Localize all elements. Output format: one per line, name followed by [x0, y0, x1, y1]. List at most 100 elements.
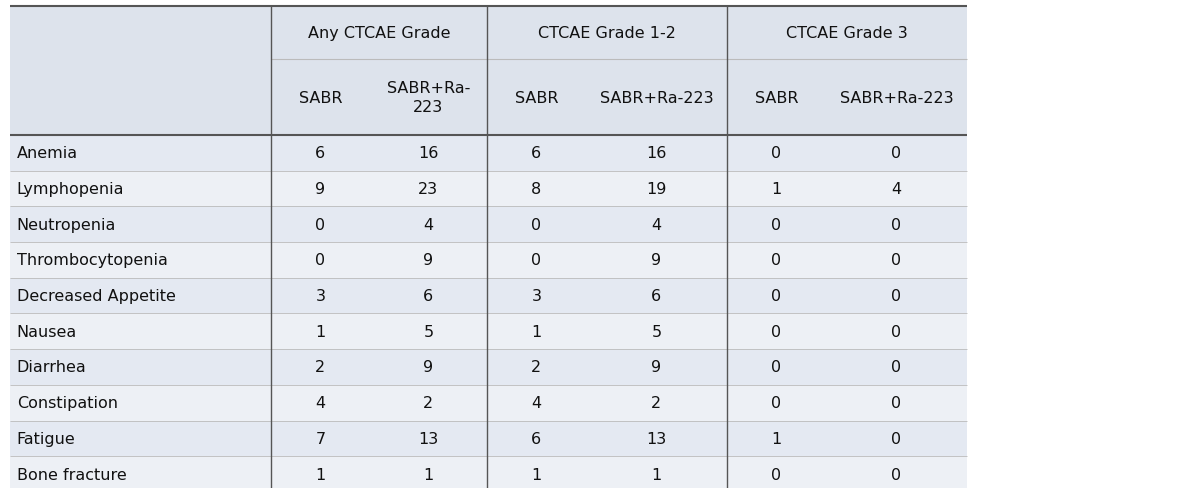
Text: Diarrhea: Diarrhea: [17, 360, 86, 375]
Bar: [487, 243, 586, 278]
Text: 6: 6: [532, 431, 541, 446]
Bar: [370, 207, 487, 243]
Text: Any CTCAE Grade: Any CTCAE Grade: [308, 26, 450, 41]
Text: 2: 2: [652, 395, 661, 410]
Bar: [271, 171, 370, 207]
Text: Thrombocytopenia: Thrombocytopenia: [17, 253, 168, 268]
Bar: [586, 314, 727, 349]
Text: 0: 0: [532, 217, 541, 232]
Bar: [370, 456, 487, 488]
Text: 2: 2: [316, 360, 325, 375]
Text: Fatigue: Fatigue: [17, 431, 76, 446]
Bar: [727, 314, 826, 349]
Text: 8: 8: [532, 182, 541, 197]
Text: 9: 9: [424, 253, 433, 268]
Text: 7: 7: [316, 431, 325, 446]
Bar: [727, 278, 826, 314]
Bar: [586, 171, 727, 207]
Text: 0: 0: [892, 431, 901, 446]
Bar: [727, 171, 826, 207]
Bar: [727, 421, 826, 456]
Bar: [487, 207, 586, 243]
Bar: [271, 243, 370, 278]
Text: 1: 1: [772, 182, 781, 197]
Bar: [370, 278, 487, 314]
Bar: [370, 385, 487, 421]
Text: 0: 0: [772, 395, 781, 410]
Bar: [487, 349, 586, 385]
Text: 0: 0: [892, 146, 901, 161]
Bar: [10, 314, 271, 349]
Text: 0: 0: [316, 217, 325, 232]
Text: Constipation: Constipation: [17, 395, 118, 410]
Text: Anemia: Anemia: [17, 146, 78, 161]
Bar: [586, 136, 727, 171]
Bar: [487, 7, 727, 136]
Text: 4: 4: [652, 217, 661, 232]
Bar: [370, 136, 487, 171]
Bar: [586, 243, 727, 278]
Text: 0: 0: [892, 324, 901, 339]
Text: CTCAE Grade 1-2: CTCAE Grade 1-2: [539, 26, 676, 41]
Bar: [487, 278, 586, 314]
Bar: [727, 349, 826, 385]
Text: 1: 1: [652, 467, 661, 482]
Text: 0: 0: [772, 253, 781, 268]
Bar: [727, 207, 826, 243]
Bar: [10, 421, 271, 456]
Bar: [271, 7, 487, 136]
Bar: [10, 171, 271, 207]
Text: CTCAE Grade 3: CTCAE Grade 3: [786, 26, 908, 41]
Text: Decreased Appetite: Decreased Appetite: [17, 288, 175, 304]
Bar: [586, 207, 727, 243]
Text: SABR: SABR: [755, 90, 798, 105]
Bar: [271, 314, 370, 349]
Text: 9: 9: [316, 182, 325, 197]
Text: 0: 0: [892, 217, 901, 232]
Text: 0: 0: [772, 146, 781, 161]
Bar: [487, 136, 586, 171]
Text: 6: 6: [652, 288, 661, 304]
Text: 13: 13: [647, 431, 666, 446]
Text: Bone fracture: Bone fracture: [17, 467, 126, 482]
Text: SABR: SABR: [299, 90, 342, 105]
Text: 6: 6: [424, 288, 433, 304]
Text: 0: 0: [772, 467, 781, 482]
Text: 19: 19: [647, 182, 666, 197]
Bar: [370, 314, 487, 349]
Text: SABR+Ra-223: SABR+Ra-223: [600, 90, 713, 105]
Text: Neutropenia: Neutropenia: [17, 217, 116, 232]
Text: 0: 0: [532, 253, 541, 268]
Text: 4: 4: [424, 217, 433, 232]
Bar: [370, 349, 487, 385]
Bar: [271, 421, 370, 456]
Bar: [487, 171, 586, 207]
Bar: [370, 421, 487, 456]
Bar: [826, 421, 967, 456]
Bar: [727, 243, 826, 278]
Bar: [586, 278, 727, 314]
Text: 4: 4: [532, 395, 541, 410]
Bar: [826, 349, 967, 385]
Text: 0: 0: [892, 360, 901, 375]
Text: 1: 1: [316, 467, 325, 482]
Text: 0: 0: [892, 467, 901, 482]
Bar: [826, 207, 967, 243]
Text: 2: 2: [424, 395, 433, 410]
Text: 0: 0: [892, 288, 901, 304]
Bar: [826, 385, 967, 421]
Text: 0: 0: [892, 253, 901, 268]
Bar: [487, 421, 586, 456]
Bar: [10, 385, 271, 421]
Bar: [727, 7, 967, 136]
Text: SABR: SABR: [515, 90, 558, 105]
Bar: [10, 278, 271, 314]
Bar: [370, 171, 487, 207]
Bar: [271, 136, 370, 171]
Bar: [586, 385, 727, 421]
Text: 0: 0: [772, 324, 781, 339]
Text: 6: 6: [316, 146, 325, 161]
Text: 1: 1: [772, 431, 781, 446]
Bar: [826, 243, 967, 278]
Text: 6: 6: [532, 146, 541, 161]
